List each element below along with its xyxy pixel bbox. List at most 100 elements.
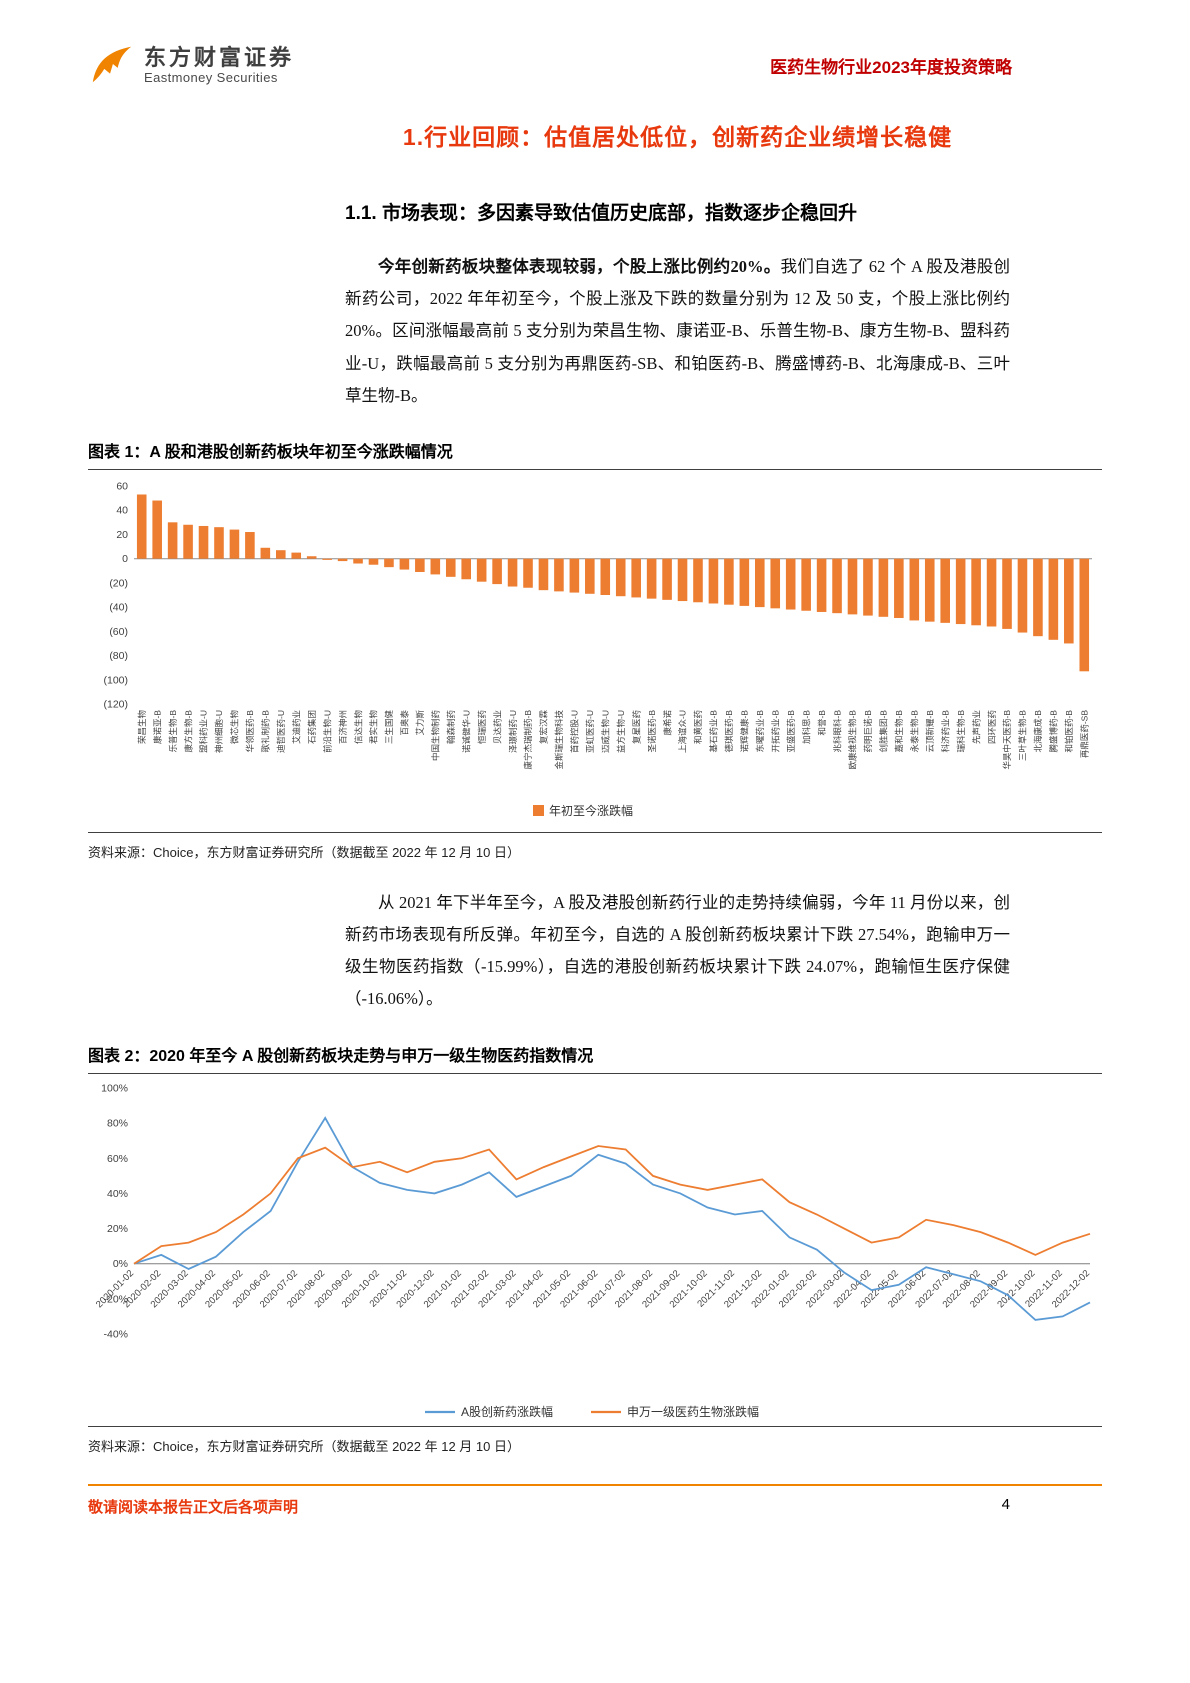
svg-text:康诺亚-B: 康诺亚-B <box>152 710 162 744</box>
paragraph-1-lead: 今年创新药板块整体表现较弱，个股上涨比例约20%。 <box>378 257 781 276</box>
svg-text:创胜集团-B: 创胜集团-B <box>879 710 889 753</box>
svg-text:年初至今涨跌幅: 年初至今涨跌幅 <box>549 803 633 818</box>
svg-text:兆科眼科-B: 兆科眼科-B <box>832 710 842 753</box>
svg-text:(20): (20) <box>109 577 128 589</box>
svg-text:欧康维视生物-B: 欧康维视生物-B <box>848 710 858 770</box>
svg-text:腾盛博药-B: 腾盛博药-B <box>1049 710 1059 753</box>
page-header: 东方财富证券 Eastmoney Securities 医药生物行业2023年度… <box>88 42 1102 88</box>
svg-text:华领医药-B: 华领医药-B <box>245 710 255 753</box>
figure-1-chart-area: 60 40 20 0 (20) (40) (60) (80) (100) (120) 荣昌生物 康诺亚… <box>88 470 1102 830</box>
svg-text:君实生物: 君实生物 <box>369 709 379 744</box>
svg-text:60: 60 <box>116 480 128 492</box>
svg-text:药明巨诺-B: 药明巨诺-B <box>863 710 873 753</box>
svg-text:-40%: -40% <box>103 1328 128 1340</box>
brand-name-en: Eastmoney Securities <box>144 70 278 86</box>
svg-text:迈威生物-U: 迈威生物-U <box>600 710 610 753</box>
svg-text:20%: 20% <box>107 1223 128 1235</box>
svg-text:迪哲医药-U: 迪哲医药-U <box>276 710 286 753</box>
svg-text:艾力斯: 艾力斯 <box>415 709 425 735</box>
svg-text:(60): (60) <box>109 626 128 638</box>
figure-1: 图表 1：A 股和港股创新药板块年初至今涨跌幅情况 60 40 20 0 (20) (40… <box>88 438 1102 863</box>
figure-1-caption: 图表 1：A 股和港股创新药板块年初至今涨跌幅情况 <box>88 438 1102 470</box>
svg-text:神州细胞-U: 神州细胞-U <box>214 710 224 753</box>
svg-text:基石药业-B: 基石药业-B <box>709 710 719 753</box>
svg-text:加科思-B: 加科思-B <box>801 710 811 744</box>
body-column-2: 从 2021 年下半年至今，A 股及港股创新药行业的走势持续偏弱，今年 11 月… <box>345 887 1010 1016</box>
svg-text:泽璟制药-U: 泽璟制药-U <box>508 710 518 753</box>
svg-text:三生国健: 三生国健 <box>384 709 394 744</box>
svg-text:(100): (100) <box>103 674 128 686</box>
svg-text:贝达药业: 贝达药业 <box>492 710 502 744</box>
svg-text:微芯生物: 微芯生物 <box>230 709 240 744</box>
svg-text:诺辉健康-B: 诺辉健康-B <box>740 710 750 753</box>
svg-text:亚虹医药-U: 亚虹医药-U <box>585 710 595 753</box>
svg-text:A股创新药涨跌幅: A股创新药涨跌幅 <box>461 1404 553 1419</box>
svg-text:和铂医药-B: 和铂医药-B <box>1064 710 1074 753</box>
svg-text:百济神州: 百济神州 <box>338 710 348 744</box>
brand: 东方财富证券 Eastmoney Securities <box>88 42 294 88</box>
svg-text:前沿生物-U: 前沿生物-U <box>322 710 332 753</box>
svg-text:申万一级医药生物涨跌幅: 申万一级医药生物涨跌幅 <box>627 1404 759 1419</box>
svg-text:诺诚健华-U: 诺诚健华-U <box>461 710 471 753</box>
svg-text:金斯瑞生物科技: 金斯瑞生物科技 <box>554 709 564 769</box>
section-heading: 1.1. 市场表现：多因素导致估值历史底部，指数逐步企稳回升 <box>345 203 857 224</box>
svg-text:康希诺: 康希诺 <box>662 709 672 735</box>
bar-chart: 60 40 20 0 (20) (40) (60) (80) (100) (120) 荣昌生物 康诺亚… <box>103 480 1092 818</box>
svg-text:康方生物-B: 康方生物-B <box>183 710 193 753</box>
svg-text:开拓药业-B: 开拓药业-B <box>770 710 780 753</box>
body-column: 1.行业回顾：估值居处低位，创新药企业绩增长稳健 1.1. 市场表现：多因素导致… <box>345 118 1010 412</box>
report-page: 东方财富证券 Eastmoney Securities 医药生物行业2023年度… <box>88 42 1102 1457</box>
eastmoney-logo-icon <box>88 42 134 88</box>
svg-text:(80): (80) <box>109 650 128 662</box>
svg-text:20: 20 <box>116 529 128 541</box>
svg-text:和黄医药: 和黄医药 <box>693 710 703 744</box>
svg-text:华昊中天医药-B: 华昊中天医药-B <box>1002 710 1012 770</box>
figure-2: 图表 2：2020 年至今 A 股创新药板块走势与申万一级生物医药指数情况 10… <box>88 1042 1102 1457</box>
chapter-title: 1.行业回顾：估值居处低位，创新药企业绩增长稳健 <box>402 124 953 150</box>
svg-text:再鼎医药-SB: 再鼎医药-SB <box>1079 710 1089 759</box>
report-series-title: 医药生物行业2023年度投资策略 <box>770 57 1012 77</box>
page-number: 4 <box>1001 1496 1010 1513</box>
footer-disclaimer: 敬请阅读本报告正文后各项声明 <box>88 1499 299 1516</box>
figure-1-source: 资料来源：Choice，东方财富证券研究所（数据截至 2022 年 12 月 1… <box>88 831 1102 863</box>
line-chart: 100%80%60%40%20%0%-20%-40%2020-01-022020… <box>94 1082 1092 1419</box>
svg-text:首药控股-U: 首药控股-U <box>570 710 580 753</box>
svg-text:40%: 40% <box>107 1187 128 1199</box>
svg-text:乐普生物-B: 乐普生物-B <box>168 710 178 753</box>
brand-text: 东方财富证券 Eastmoney Securities <box>144 45 294 85</box>
paragraph-2: 从 2021 年下半年至今，A 股及港股创新药行业的走势持续偏弱，今年 11 月… <box>345 892 1010 1009</box>
svg-text:艾迪药业: 艾迪药业 <box>291 710 301 744</box>
svg-text:百奥泰: 百奥泰 <box>400 709 410 735</box>
svg-text:先声药业: 先声药业 <box>971 710 981 744</box>
svg-text:80%: 80% <box>107 1117 128 1129</box>
figure-2-source: 资料来源：Choice，东方财富证券研究所（数据截至 2022 年 12 月 1… <box>88 1425 1102 1457</box>
svg-text:北海康成-B: 北海康成-B <box>1033 710 1043 753</box>
svg-text:云顶新耀-B: 云顶新耀-B <box>925 710 935 753</box>
svg-text:复星医药: 复星医药 <box>631 710 641 744</box>
svg-text:40: 40 <box>116 505 128 517</box>
svg-text:60%: 60% <box>107 1152 128 1164</box>
svg-text:翰森制药: 翰森制药 <box>446 710 456 744</box>
svg-text:益方生物-U: 益方生物-U <box>616 710 626 753</box>
svg-text:四环医药: 四环医药 <box>987 710 997 744</box>
svg-text:科济药业-B: 科济药业-B <box>940 710 950 753</box>
svg-text:东曜药业-B: 东曜药业-B <box>755 710 765 753</box>
svg-text:中国生物制药: 中国生物制药 <box>431 710 441 761</box>
svg-text:荣昌生物: 荣昌生物 <box>137 709 147 744</box>
svg-text:石药集团: 石药集团 <box>307 710 317 744</box>
svg-text:盟科药业-U: 盟科药业-U <box>199 710 209 753</box>
svg-text:嘉和生物-B: 嘉和生物-B <box>894 710 904 753</box>
svg-text:信达生物: 信达生物 <box>353 709 363 744</box>
svg-text:圣诺医药-B: 圣诺医药-B <box>647 710 657 753</box>
svg-text:永泰生物-B: 永泰生物-B <box>910 710 920 753</box>
svg-text:0: 0 <box>122 553 128 565</box>
svg-text:(40): (40) <box>109 601 128 613</box>
footer-divider <box>88 1484 1102 1486</box>
svg-text:歌礼制药-B: 歌礼制药-B <box>261 710 271 753</box>
svg-text:德琪医药-B: 德琪医药-B <box>724 710 734 753</box>
figure-2-chart-area: 100% 80% 60% 40% 20% 0% -20% -40% 2020-01-02 2020… <box>88 1074 1102 1424</box>
svg-text:恒瑞医药: 恒瑞医药 <box>477 710 487 744</box>
svg-text:和誉-B: 和誉-B <box>817 710 827 736</box>
svg-text:三叶草生物-B: 三叶草生物-B <box>1018 710 1028 761</box>
page-footer: 敬请阅读本报告正文后各项声明 4 <box>88 1484 1102 1517</box>
